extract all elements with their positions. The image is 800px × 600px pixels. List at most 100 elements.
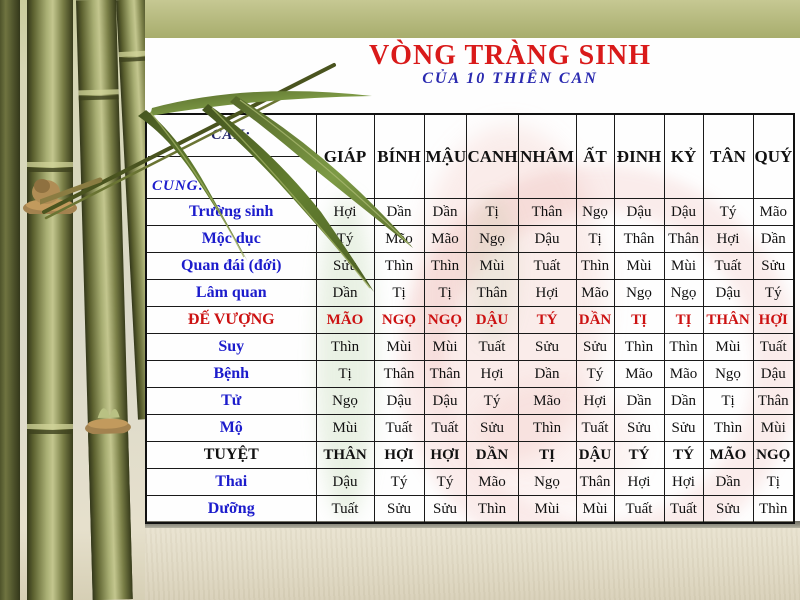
column-header: ẤT xyxy=(575,113,615,199)
table-cell: Thìn xyxy=(373,252,425,280)
table-cell: Thìn xyxy=(465,495,519,524)
table-cell: Thân xyxy=(423,360,467,388)
table-cell: Mùi xyxy=(702,333,754,361)
table-row: ĐẾ VƯỢNG MÃO NGỌ NGỌ DẬU TÝ DẦN TỊ TỊ THÂN HỢI xyxy=(145,306,795,334)
row-label: Dưỡng xyxy=(145,495,317,524)
table-cell: Ngọ xyxy=(575,198,615,226)
table-row: Thai Dậu Tý Tý Mão Ngọ Thân Hợi Hợi Dần Tị xyxy=(145,468,795,496)
table-cell: MÃO xyxy=(702,441,754,469)
row-label: ĐẾ VƯỢNG xyxy=(145,306,317,334)
row-label: Thai xyxy=(145,468,317,496)
table-cell: Hợi xyxy=(663,468,704,496)
row-label: Bệnh xyxy=(145,360,317,388)
bamboo-photo xyxy=(0,0,145,600)
table-cell: Thìn xyxy=(423,252,467,280)
table-row: Quan đái (đới) Sửu Thìn Thìn Mùi Tuất Thìn Mùi M… xyxy=(145,252,795,280)
table-cell: DẦN xyxy=(465,441,519,469)
table-cell: Tý xyxy=(575,360,615,388)
table-cell: Thân xyxy=(465,279,519,307)
table-row: Mộc dục Tý Mão Mão Ngọ Dậu Tị Thân Thân Hợi Dần xyxy=(145,225,795,253)
table-cell: Mão xyxy=(517,387,577,415)
table-cell: Thìn xyxy=(663,333,704,361)
table-cell: TỊ xyxy=(613,306,665,334)
column-header: GIÁP xyxy=(315,113,375,199)
table-cell: Sửu xyxy=(315,252,375,280)
table-cell: Dậu xyxy=(613,198,665,226)
table-cell: Mão xyxy=(613,360,665,388)
row-label: Suy xyxy=(145,333,317,361)
header-row: CAN: CUNG: GIÁP BÍNH MẬU CANH NHÂM ẤT ĐINH KỶ TÂ… xyxy=(145,113,795,199)
table-cell: Mão xyxy=(663,360,704,388)
table-cell: Mùi xyxy=(423,333,467,361)
table-cell: Hợi xyxy=(315,198,375,226)
table-cell: Hợi xyxy=(465,360,519,388)
table-cell: Thân xyxy=(752,387,795,415)
table-cell: TỊ xyxy=(663,306,704,334)
row-label: Quan đái (đới) xyxy=(145,252,317,280)
table-cell: Mão xyxy=(373,225,425,253)
table-cell: Tị xyxy=(752,468,795,496)
table-cell: Tý xyxy=(315,225,375,253)
table-cell: Dậu xyxy=(752,360,795,388)
table-bottom-shadow xyxy=(137,521,800,528)
table-row: Suy Thìn Mùi Mùi Tuất Sửu Sửu Thìn Thìn Mùi Tuất xyxy=(145,333,795,361)
table-cell: Tị xyxy=(575,225,615,253)
table-cell: Sửu xyxy=(575,333,615,361)
table-cell: Thìn xyxy=(613,333,665,361)
table-cell: Hợi xyxy=(517,279,577,307)
table-cell: Mão xyxy=(752,198,795,226)
table-cell: Ngọ xyxy=(517,468,577,496)
table-cell: Dậu xyxy=(315,468,375,496)
table-cell: THÂN xyxy=(702,306,754,334)
column-header: CANH xyxy=(465,113,519,199)
table-cell: Sửu xyxy=(613,414,665,442)
table-cell: Tuất xyxy=(423,414,467,442)
table-cell: Thân xyxy=(373,360,425,388)
column-header: QUÝ xyxy=(752,113,795,199)
table-cell: Thìn xyxy=(575,252,615,280)
table-cell: HỢI xyxy=(423,441,467,469)
table-cell: Ngọ xyxy=(465,225,519,253)
table-cell: Dần xyxy=(373,198,425,226)
table-cell: TÝ xyxy=(663,441,704,469)
table-cell: Mùi xyxy=(613,252,665,280)
table-cell: DẦN xyxy=(575,306,615,334)
table-cell: Tuất xyxy=(373,414,425,442)
table-cell: Dần xyxy=(517,360,577,388)
table-cell: Mão xyxy=(575,279,615,307)
table-cell: Mùi xyxy=(315,414,375,442)
table-cell: Hợi xyxy=(702,225,754,253)
table-cell: Tý xyxy=(373,468,425,496)
column-header: BÍNH xyxy=(373,113,425,199)
table-cell: Ngọ xyxy=(663,279,704,307)
column-header: TÂN xyxy=(702,113,754,199)
table-cell: Thân xyxy=(613,225,665,253)
table-cell: Tuất xyxy=(613,495,665,524)
table-cell: Tuất xyxy=(517,252,577,280)
table-cell: Hợi xyxy=(613,468,665,496)
slide-subtitle: CỦA 10 THIÊN CAN xyxy=(422,70,598,87)
row-label: Mộ xyxy=(145,414,317,442)
column-header: KỶ xyxy=(663,113,704,199)
table-cell: Tý xyxy=(465,387,519,415)
table-row: TUYỆT THÂN HỢI HỢI DẦN TỊ DẬU TÝ TÝ MÃO NGỌ xyxy=(145,441,795,469)
table-cell: DẬU xyxy=(465,306,519,334)
table-body: Trường sinh Hợi Dần Dần Tị Thân Ngọ Dậu Dậu Tý Mão… xyxy=(145,198,795,524)
table-cell: Tý xyxy=(752,279,795,307)
table-cell: HỢI xyxy=(752,306,795,334)
table-cell: Ngọ xyxy=(315,387,375,415)
table-cell: HỢI xyxy=(373,441,425,469)
table-cell: Sửu xyxy=(663,414,704,442)
table-cell: Mùi xyxy=(517,495,577,524)
table-cell: Tị xyxy=(373,279,425,307)
table-cell: Thìn xyxy=(752,495,795,524)
table-cell: Dậu xyxy=(373,387,425,415)
table-cell: Dần xyxy=(613,387,665,415)
table-cell: TÝ xyxy=(517,306,577,334)
table-row: Lâm quan Dần Tị Tị Thân Hợi Mão Ngọ Ngọ Dậu Tý xyxy=(145,279,795,307)
table-cell: Dần xyxy=(702,468,754,496)
table-cell: Tý xyxy=(423,468,467,496)
slide-title: VÒNG TRÀNG SINH xyxy=(368,40,652,71)
corner-cell: CAN: CUNG: xyxy=(145,113,317,199)
table-cell: Sửu xyxy=(752,252,795,280)
